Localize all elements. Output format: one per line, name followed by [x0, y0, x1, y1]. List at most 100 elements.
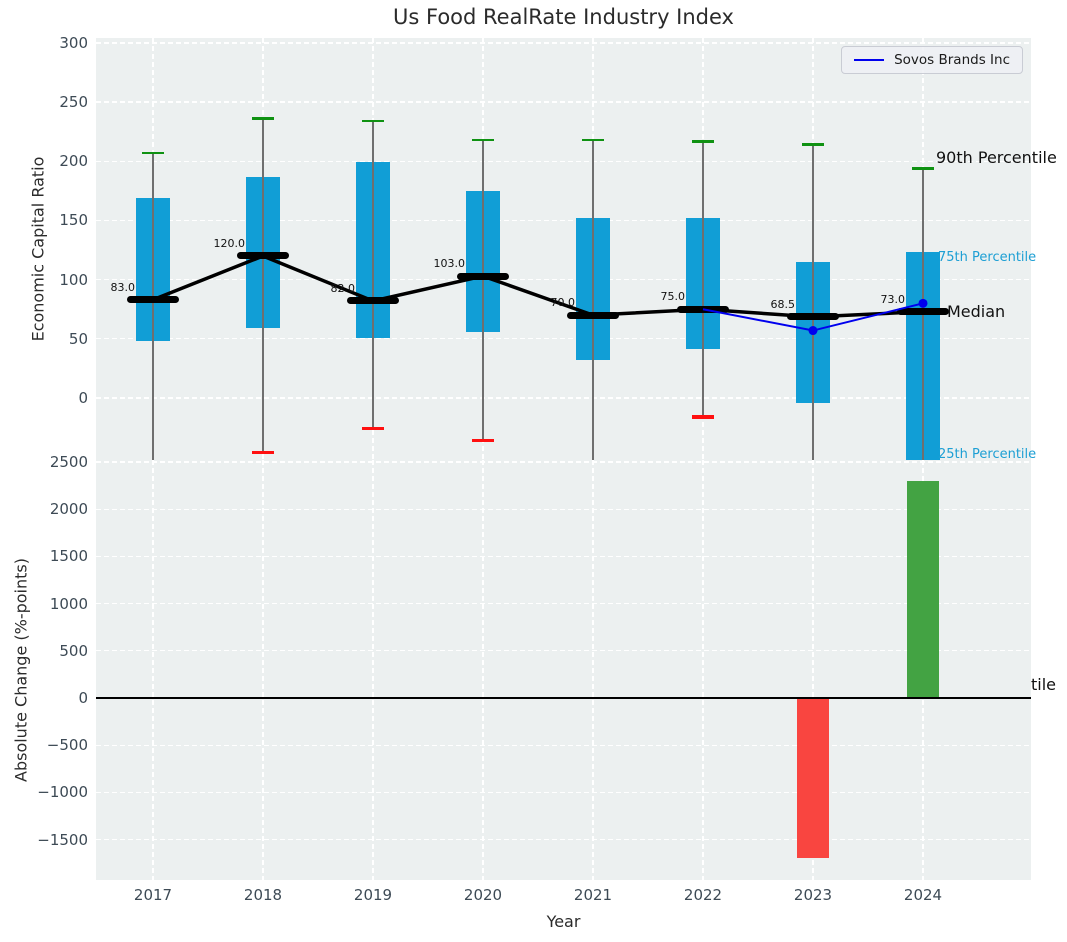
whisker-line — [262, 118, 264, 453]
median-line — [787, 313, 839, 321]
y-tick-label-bottom: 500 — [59, 641, 88, 660]
whisker-line — [592, 140, 594, 460]
x-tick-label: 2021 — [573, 886, 613, 904]
whisker-line — [812, 144, 814, 460]
whisker-cap-10th — [252, 450, 274, 455]
median-value-label: 83.0 — [110, 280, 136, 294]
x-tick-label: 2019 — [353, 886, 393, 904]
gridline-horizontal — [96, 791, 1031, 794]
gridline-horizontal — [96, 338, 1031, 340]
gridline-vertical — [812, 460, 814, 880]
whisker-cap-90th — [252, 117, 274, 121]
gridline-horizontal — [96, 42, 1031, 44]
x-tick-label: 2020 — [463, 886, 503, 904]
whisker-cap-90th — [692, 139, 714, 143]
zero-line — [96, 697, 1031, 699]
median-line — [457, 272, 509, 280]
x-tick-label: 2024 — [903, 886, 943, 904]
annotation-90th-percentile: 90th Percentile — [936, 148, 1057, 167]
gridline-vertical — [592, 460, 594, 880]
y-tick-label-bottom: 0 — [78, 688, 88, 707]
y-tick-label-bottom: 1000 — [49, 594, 88, 613]
whisker-cap-10th — [362, 427, 384, 431]
whisker-line — [482, 140, 484, 441]
legend: Sovos Brands Inc — [841, 46, 1023, 74]
gridline-vertical — [702, 460, 704, 880]
gridline-horizontal — [96, 508, 1031, 510]
median-value-label: 103.0 — [433, 257, 466, 271]
y-tick-label-top: 100 — [59, 270, 88, 289]
annotation-median: Median — [947, 302, 1006, 321]
y-tick-label-top: 150 — [59, 211, 88, 230]
gridline-horizontal — [96, 838, 1031, 841]
gridline-horizontal — [96, 602, 1031, 605]
median-line — [897, 308, 949, 316]
gridline-vertical — [372, 460, 374, 880]
y-tick-label-top: 250 — [59, 93, 88, 112]
gridline-horizontal — [96, 160, 1031, 162]
gridline-horizontal — [96, 744, 1031, 746]
gridline-vertical — [482, 460, 484, 880]
median-value-label: 70.0 — [550, 296, 576, 310]
y-tick-label-top: 0 — [78, 388, 88, 407]
y-tick-label-top: 200 — [59, 152, 88, 171]
gridline-horizontal — [96, 397, 1031, 399]
whisker-line — [152, 153, 154, 460]
x-tick-label: 2022 — [683, 886, 723, 904]
gridline-horizontal — [96, 461, 1031, 463]
legend-label: Sovos Brands Inc — [894, 52, 1010, 68]
whisker-cap-10th — [472, 438, 494, 443]
median-line — [347, 297, 399, 305]
whisker-cap-90th — [582, 138, 604, 142]
x-tick-label: 2023 — [793, 886, 833, 904]
whisker-cap-90th — [472, 138, 494, 142]
y-tick-label-bottom: 2500 — [49, 452, 88, 471]
y-tick-label-bottom: −1000 — [37, 783, 88, 802]
top-panel-plot-area: 83.0 120.0 82.0 103.0 70.0 75.0 68.5 73.0 — [96, 38, 1031, 460]
whisker-cap-10th — [692, 415, 714, 419]
median-line — [677, 305, 729, 313]
y-tick-label-top: 50 — [68, 329, 88, 348]
y-tick-label-top: 300 — [59, 33, 88, 52]
median-value-label: 120.0 — [213, 236, 246, 250]
sovos-line-layer — [702, 298, 928, 336]
bar-negative-2023 — [797, 697, 829, 859]
gridline-vertical — [152, 460, 154, 880]
median-line — [237, 252, 289, 260]
gridline-horizontal — [96, 101, 1031, 103]
annotation-truncated-percentile: tile — [1031, 675, 1057, 694]
y-tick-label-bottom: 1500 — [49, 547, 88, 566]
sovos-marker-2024 — [918, 298, 928, 308]
annotation-25th-percentile: 25th Percentile — [938, 447, 1037, 462]
y-tick-label-bottom: −500 — [46, 736, 88, 755]
chart-title: Us Food RealRate Industry Index — [393, 5, 734, 29]
median-line — [127, 296, 179, 304]
whisker-cap-90th — [802, 143, 824, 147]
gridline-horizontal — [96, 650, 1031, 652]
median-value-label: 68.5 — [770, 297, 796, 311]
top-y-axis-label: Economic Capital Ratio — [28, 156, 48, 342]
bottom-panel-plot-area — [96, 460, 1031, 880]
median-value-label: 73.0 — [880, 292, 906, 306]
annotation-75th-percentile: 75th Percentile — [938, 250, 1037, 265]
whisker-cap-90th — [142, 151, 164, 155]
gridline-horizontal — [96, 279, 1031, 281]
whisker-cap-90th — [912, 167, 934, 170]
gridline-horizontal — [96, 219, 1031, 222]
sovos-marker-2023 — [808, 326, 818, 336]
y-tick-label-bottom: −1500 — [37, 830, 88, 849]
bar-positive-2024 — [907, 480, 939, 698]
whisker-line — [702, 141, 704, 417]
median-value-label: 75.0 — [660, 290, 686, 304]
x-tick-label: 2017 — [133, 886, 173, 904]
x-axis-label: Year — [546, 912, 581, 931]
median-line — [567, 311, 619, 319]
gridline-vertical — [262, 460, 264, 880]
y-tick-label-bottom: 2000 — [49, 500, 88, 519]
legend-line-sample — [854, 58, 885, 62]
whisker-line — [372, 121, 374, 429]
gridline-horizontal — [96, 555, 1031, 558]
whisker-cap-90th — [362, 119, 384, 123]
median-value-label: 82.0 — [330, 281, 356, 295]
